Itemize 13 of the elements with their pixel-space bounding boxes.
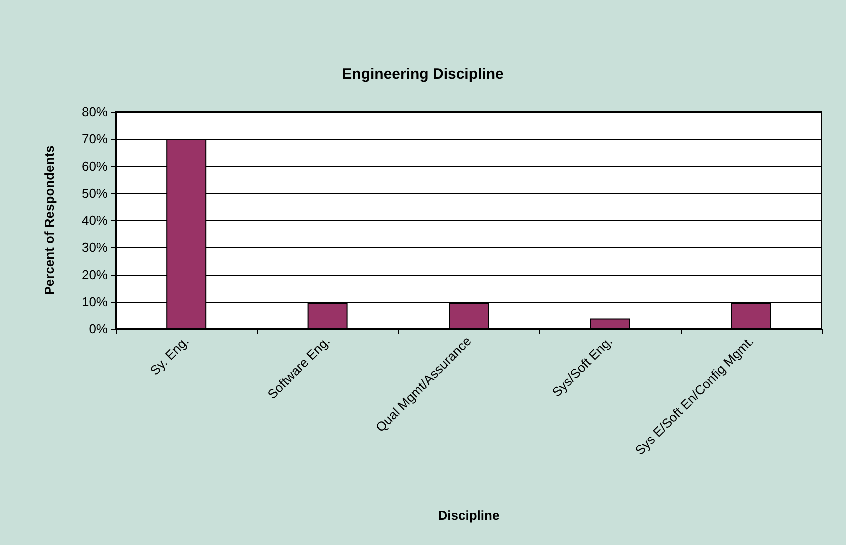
x-axis-title: Discipline	[438, 508, 500, 523]
y-tick-label: 40%	[82, 213, 108, 228]
y-tick-label: 20%	[82, 267, 108, 282]
y-tick-label: 50%	[82, 186, 108, 201]
y-tick-label: 30%	[82, 240, 108, 256]
chart-title: Engineering Discipline	[342, 66, 504, 83]
y-axis-title: Percent of Respondents	[42, 146, 57, 296]
y-tick-label: 80%	[82, 104, 108, 120]
y-tick-label: 10%	[82, 294, 108, 310]
y-tick-label: 0%	[89, 322, 108, 336]
y-tick-label: 70%	[82, 132, 108, 147]
x-tick-label: Sy. Eng.	[147, 334, 192, 378]
y-tick-label: 60%	[82, 158, 108, 174]
